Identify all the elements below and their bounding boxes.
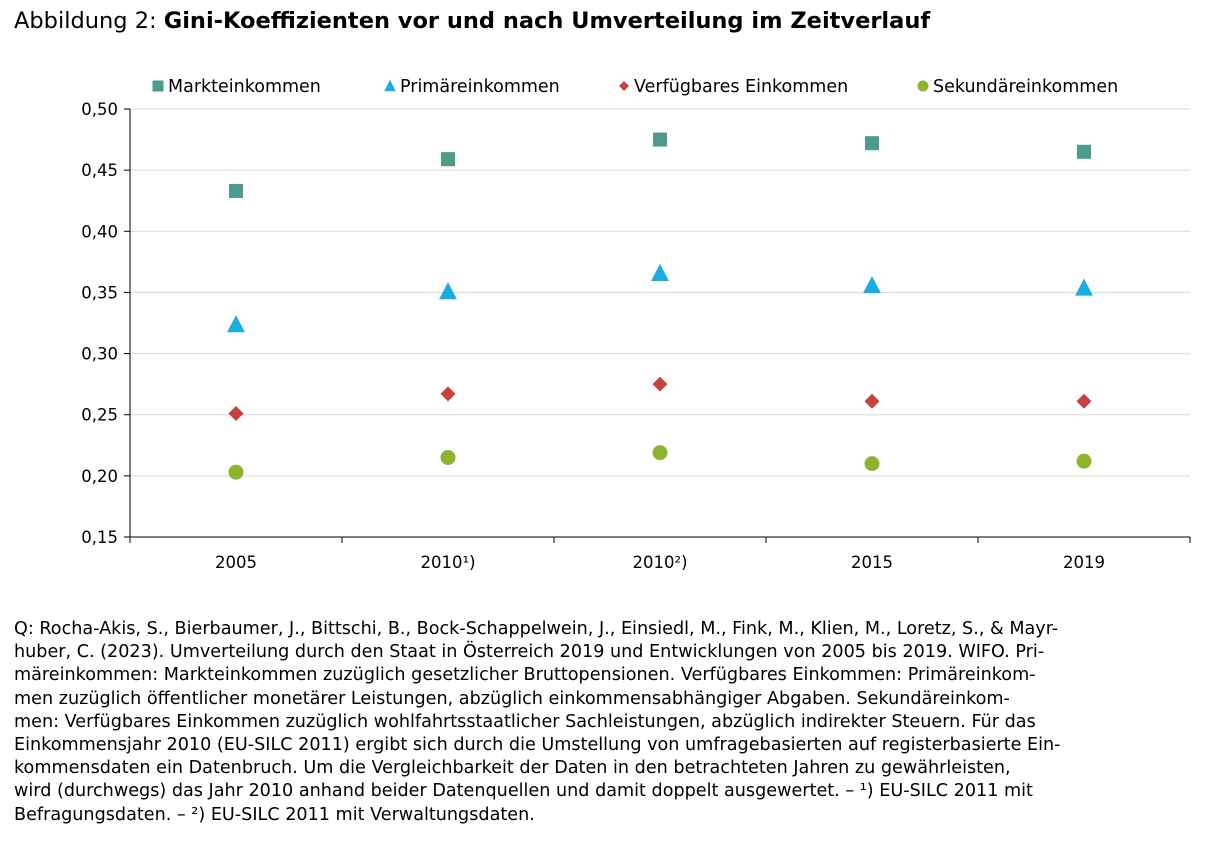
data-point-triangle [863, 276, 881, 294]
data-point-circle [1076, 453, 1092, 469]
data-point-diamond [652, 376, 668, 392]
source-line: Befragungsdaten. – ²) EU-SILC 2011 mit V… [14, 804, 535, 825]
legend-label: Sekundäreinkommen [933, 77, 1118, 97]
source-line: märeinkommen: Markteinkommen zuzüglich g… [14, 665, 1036, 686]
y-tick-label: 0,20 [81, 467, 118, 486]
source-line: Einkommensjahr 2010 (EU-SILC 2011) ergib… [14, 735, 1061, 756]
legend-item: Sekundäreinkommen [917, 77, 1118, 97]
data-point-triangle [1075, 278, 1093, 296]
legend: Markteinkommen Primäreinkommen Verfügbares… [152, 77, 1118, 97]
source-line: wird (durchwegs) das Jahr 2010 anhand be… [14, 781, 1033, 802]
data-point-triangle [439, 282, 457, 300]
y-tick-label: 0,35 [81, 283, 118, 302]
y-tick-label: 0,25 [81, 406, 118, 425]
legend-item: Verfügbares Einkommen [619, 77, 848, 97]
figure-title: Abbildung 2: Gini-Koeffizienten vor und … [14, 6, 1204, 36]
legend-label: Verfügbares Einkommen [634, 77, 848, 97]
data-point-square [865, 136, 879, 151]
legend-item: Markteinkommen [152, 77, 321, 97]
source-note: Q: Rocha-Akis, S., Bierbaumer, J., Bitts… [14, 618, 1206, 827]
data-point-circle [864, 456, 880, 472]
source-line: huber, C. (2023). Umverteilung durch den… [14, 642, 1045, 663]
source-line: kommensdaten ein Datenbruch. Um die Verg… [14, 758, 1011, 779]
gini-chart: 0,15 0,20 0,25 0,30 0,35 0,40 0,45 0,50 2005 2010… [81, 77, 1191, 572]
data-point-diamond [440, 386, 456, 402]
axes: 0,15 0,20 0,25 0,30 0,35 0,40 0,45 0,50 2005 2010… [81, 100, 1191, 572]
data-point-triangle [651, 263, 669, 281]
legend-item: Primäreinkommen [384, 77, 560, 97]
source-line: men: Verfügbares Einkommen zuzüglich woh… [14, 711, 1036, 732]
source-line: men zuzüglich öffentlicher monetärer Lei… [14, 688, 1010, 709]
data-point-diamond [864, 393, 880, 409]
data-point-diamond [228, 405, 244, 421]
data-point-triangle [227, 315, 245, 333]
data-point-square [1077, 144, 1091, 159]
y-tick-label: 0,40 [81, 222, 118, 241]
legend-marker-triangle [384, 79, 396, 92]
figure-title-main: Gini-Koeffizienten vor und nach Umvertei… [163, 8, 931, 34]
y-tick-label: 0,50 [81, 100, 118, 119]
y-tick-label: 0,45 [81, 161, 118, 180]
data-point-diamond [1076, 393, 1092, 409]
data-point-circle [228, 464, 244, 480]
x-tick-label: 2019 [1063, 553, 1105, 572]
figure-title-prefix: Abbildung 2: [14, 8, 164, 34]
y-tick-label: 0,15 [81, 528, 118, 547]
y-tick-label: 0,30 [81, 345, 118, 364]
legend-marker-circle [917, 80, 929, 92]
x-tick-label: 2010²) [632, 553, 687, 572]
x-tick-label: 2010¹) [420, 553, 475, 572]
source-line: Q: Rocha-Akis, S., Bierbaumer, J., Bitts… [14, 619, 1059, 639]
data-point-square [441, 152, 455, 167]
data-marks [227, 132, 1093, 480]
legend-marker-diamond [619, 81, 629, 91]
legend-marker-square [152, 80, 164, 92]
data-point-circle [440, 450, 456, 466]
gridlines [130, 108, 1190, 477]
data-point-square [653, 132, 667, 147]
legend-label: Primäreinkommen [400, 77, 560, 97]
data-point-circle [652, 445, 668, 461]
x-tick-label: 2005 [215, 553, 257, 572]
x-tick-label: 2015 [851, 553, 893, 572]
data-point-square [229, 183, 243, 198]
legend-label: Markteinkommen [168, 77, 321, 97]
